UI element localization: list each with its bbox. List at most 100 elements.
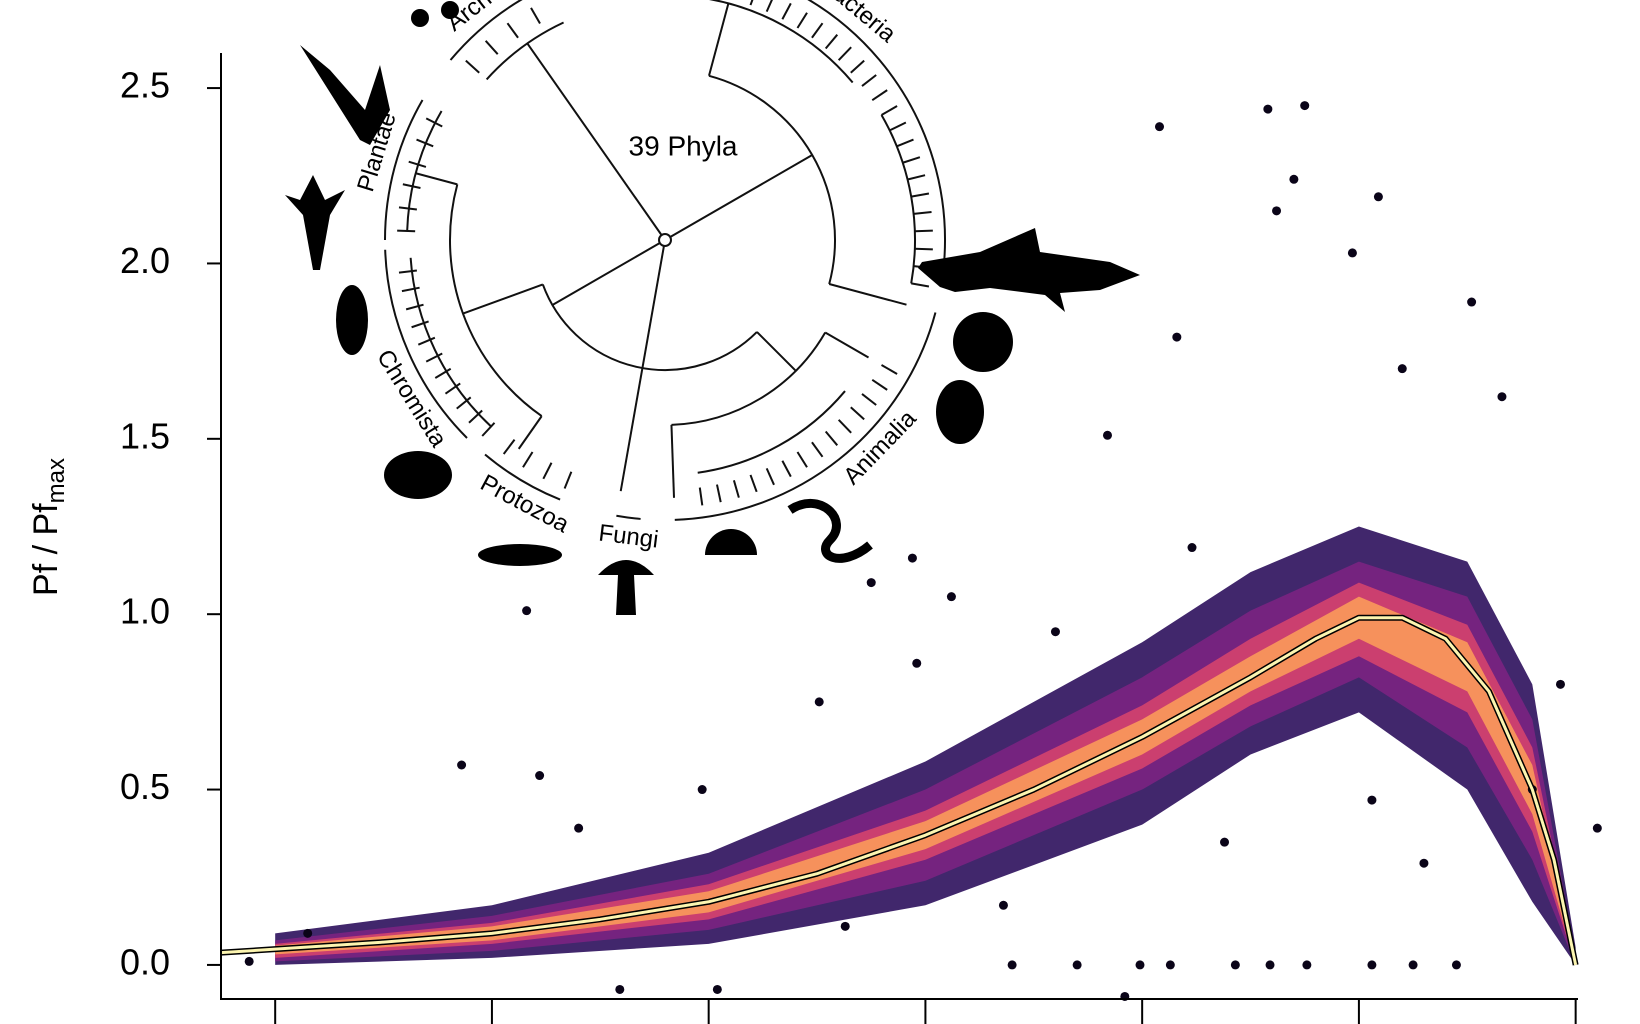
tree-branch [465, 59, 480, 74]
scatter-point [1072, 960, 1082, 970]
scatter-point [840, 921, 850, 931]
tree-branch [913, 210, 932, 215]
tree-branch [417, 336, 436, 346]
archea-icon [441, 1, 459, 19]
group-label: Protozoa [476, 469, 574, 538]
tree-branch [398, 206, 417, 211]
tree-branch [674, 312, 937, 521]
tree-branch [462, 283, 544, 315]
scatter-point [1220, 837, 1230, 847]
tree-branch [811, 441, 824, 458]
tree-branch [756, 331, 797, 372]
shark-icon [918, 228, 1140, 312]
tree-root [658, 233, 672, 247]
scatter-point [1419, 858, 1429, 868]
scatter-point [1367, 960, 1377, 970]
scatter-point [1451, 960, 1461, 970]
scatter-point [1265, 960, 1275, 970]
scatter-point [457, 760, 467, 770]
chromista-icon [384, 451, 452, 499]
tree-branch [708, 0, 854, 84]
y-tick-label: 0.0 [120, 941, 170, 982]
tree-branch [671, 331, 827, 426]
tree-branch [449, 184, 543, 417]
tree-branch [889, 121, 907, 132]
scatter-point [1397, 364, 1407, 374]
fern-icon [300, 45, 390, 145]
tree-branch [502, 439, 516, 455]
fit-line [220, 616, 1578, 966]
tree-branch [411, 320, 429, 329]
tree-branch [796, 451, 808, 468]
tree-branch [896, 138, 914, 148]
group-label: Bacteria [816, 0, 901, 48]
tree-branch [405, 303, 424, 311]
tree-branch [434, 367, 452, 379]
scatter-point [535, 771, 545, 781]
tree-branch [907, 174, 926, 181]
tree-branch [732, 480, 740, 498]
scatter-point [1135, 960, 1145, 970]
y-axis-label-sub: max [43, 458, 70, 503]
scatter-point [574, 823, 584, 833]
scatter-point [1555, 679, 1565, 689]
y-tick-label: 1.5 [120, 415, 170, 456]
y-tick-label: 2.5 [120, 65, 170, 106]
scatter-point [998, 900, 1008, 910]
tree-branch [416, 138, 434, 148]
tree-branch [880, 114, 916, 284]
scatter-point [814, 697, 824, 707]
tree-branch [484, 40, 499, 55]
scatter-point [907, 553, 917, 563]
tree-branch [425, 352, 443, 363]
plot-area [220, 101, 1602, 1001]
tree-branch [449, 0, 523, 61]
scatter-point [1302, 960, 1312, 970]
tree-branch [425, 117, 443, 128]
group-label: Fungi [597, 520, 660, 554]
tree-branch [850, 406, 865, 421]
scatter-point [1172, 332, 1182, 342]
tree-branch [828, 283, 907, 306]
scatter-point [1007, 960, 1017, 970]
tree-branch [506, 22, 519, 39]
tree-branch [708, 74, 836, 285]
tree-branch [697, 390, 846, 474]
tree-branch [914, 247, 933, 251]
seaweed-icon [285, 175, 345, 270]
y-axis-label: Pf / Pfmax [27, 458, 70, 596]
tree-branch [914, 229, 933, 233]
scatter-point [712, 984, 722, 994]
tree-branch [781, 460, 792, 478]
tree-branch [708, 3, 730, 77]
tree-branch [409, 257, 492, 428]
y-tick-label: 1.0 [120, 591, 170, 632]
protozoa-icon [478, 544, 562, 566]
scatter-point [1187, 543, 1197, 553]
scatter-point [1467, 297, 1477, 307]
density-band [275, 596, 1576, 965]
jellyfish-icon [705, 529, 757, 555]
tree-branch [765, 0, 773, 13]
scatter-point [946, 592, 956, 602]
tree-branch [664, 154, 813, 241]
tree-branch [616, 514, 641, 520]
tree-branch [911, 282, 930, 288]
tree-branch [796, 12, 808, 29]
tree-branch [619, 239, 666, 492]
tree-branch [563, 471, 573, 489]
tree-branch [824, 331, 870, 359]
shell-icon [953, 312, 1013, 372]
tree-branch [541, 284, 758, 371]
tree-branch [485, 21, 564, 81]
tree-branch [837, 419, 852, 434]
tree-branch [522, 451, 534, 468]
tree-branch [749, 474, 758, 493]
tree-branch [781, 2, 792, 20]
scatter-point [1050, 627, 1060, 637]
tree-branch [406, 110, 443, 232]
tree-branch [902, 156, 921, 164]
tree-branch [881, 364, 898, 375]
tree-branch [415, 172, 458, 186]
